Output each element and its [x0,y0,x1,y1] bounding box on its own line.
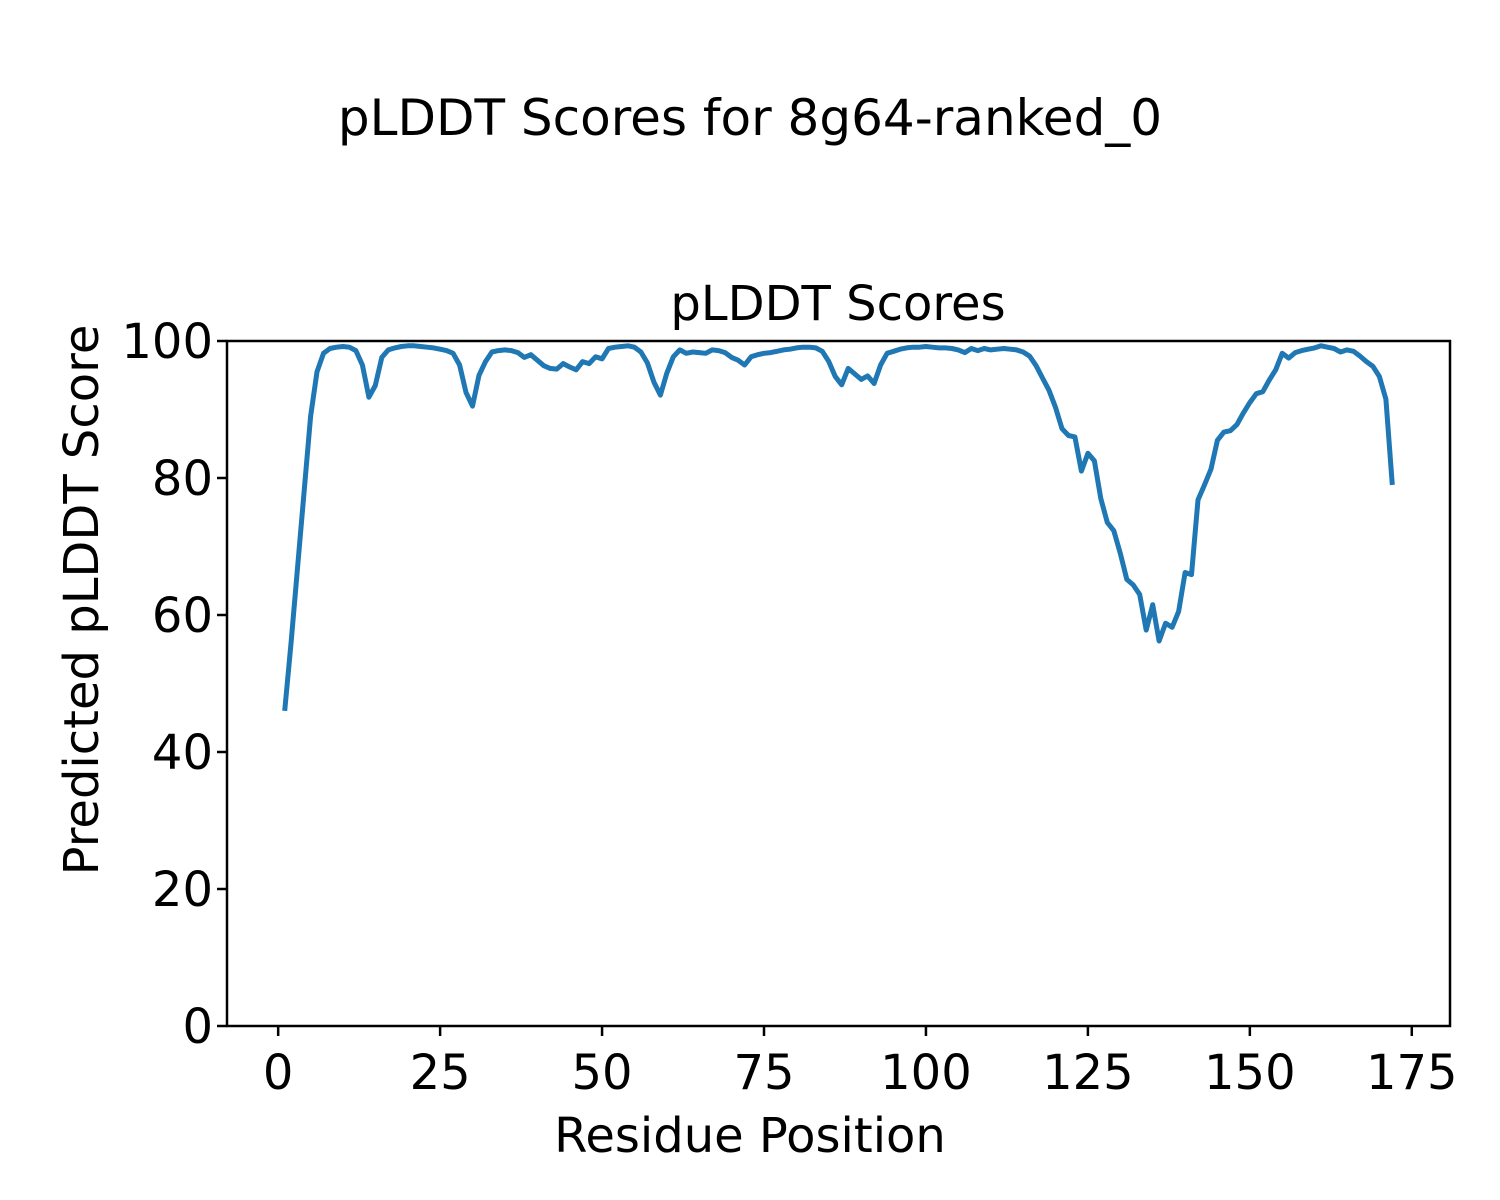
x-tick-label: 50 [572,1045,633,1101]
x-tick-label: 175 [1366,1045,1458,1101]
y-tick-label: 80 [152,451,213,507]
x-tick-label: 150 [1204,1045,1296,1101]
plddt-line [282,343,1395,712]
axes-title: pLDDT Scores [670,276,1005,332]
y-tick-label: 40 [152,725,213,781]
figure-suptitle: pLDDT Scores for 8g64-ranked_0 [338,89,1162,147]
y-tick-label: 0 [182,999,213,1055]
plot-border [225,339,1452,1028]
y-tick-label: 20 [152,862,213,918]
y-axis-ticks: 0 20 40 60 80 100 [121,314,227,1055]
x-tick-label: 125 [1042,1045,1134,1101]
x-axis-ticks: 0 25 50 75 100 125 150 175 [263,1026,1458,1101]
x-tick-label: 0 [263,1045,294,1101]
x-axis-label: Residue Position [554,1108,946,1164]
x-tick-label: 25 [410,1045,471,1101]
x-tick-label: 100 [880,1045,972,1101]
y-tick-label: 100 [121,314,213,370]
y-axis-label: Predicted pLDDT Score [54,325,110,876]
y-tick-label: 60 [152,588,213,644]
x-tick-label: 75 [733,1045,794,1101]
